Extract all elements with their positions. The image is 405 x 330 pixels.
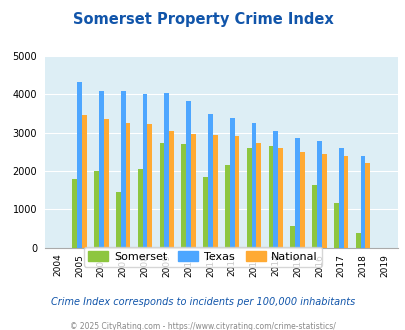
Bar	[256, 143, 260, 248]
Bar	[364, 163, 369, 248]
Bar	[277, 148, 282, 248]
Bar	[273, 131, 277, 248]
Bar	[94, 171, 99, 248]
Bar	[316, 141, 321, 248]
Bar	[142, 94, 147, 248]
Bar	[125, 123, 130, 248]
Bar	[116, 192, 120, 248]
Bar	[343, 156, 347, 248]
Bar	[207, 114, 212, 248]
Bar	[333, 203, 338, 248]
Bar	[181, 144, 186, 248]
Text: Somerset Property Crime Index: Somerset Property Crime Index	[72, 12, 333, 26]
Bar	[321, 154, 326, 248]
Bar	[234, 137, 239, 248]
Text: © 2025 CityRating.com - https://www.cityrating.com/crime-statistics/: © 2025 CityRating.com - https://www.city…	[70, 322, 335, 330]
Bar	[251, 123, 256, 248]
Bar	[338, 148, 343, 248]
Bar	[360, 156, 364, 248]
Bar	[202, 177, 207, 248]
Bar	[104, 119, 108, 248]
Bar	[299, 152, 304, 248]
Bar	[186, 101, 190, 248]
Bar	[212, 135, 217, 248]
Bar	[164, 93, 169, 248]
Bar	[246, 148, 251, 248]
Bar	[77, 82, 82, 248]
Bar	[311, 185, 316, 248]
Legend: Somerset, Texas, National: Somerset, Texas, National	[83, 247, 322, 267]
Bar	[190, 134, 195, 248]
Bar	[82, 115, 87, 248]
Bar	[99, 91, 104, 248]
Bar	[159, 143, 164, 248]
Bar	[355, 233, 360, 248]
Bar	[224, 165, 229, 248]
Bar	[137, 169, 142, 248]
Bar	[120, 90, 125, 248]
Bar	[169, 131, 173, 248]
Bar	[147, 124, 152, 248]
Bar	[294, 138, 299, 248]
Bar	[268, 146, 273, 248]
Bar	[229, 118, 234, 248]
Text: Crime Index corresponds to incidents per 100,000 inhabitants: Crime Index corresponds to incidents per…	[51, 297, 354, 307]
Bar	[72, 179, 77, 248]
Bar	[290, 226, 294, 248]
